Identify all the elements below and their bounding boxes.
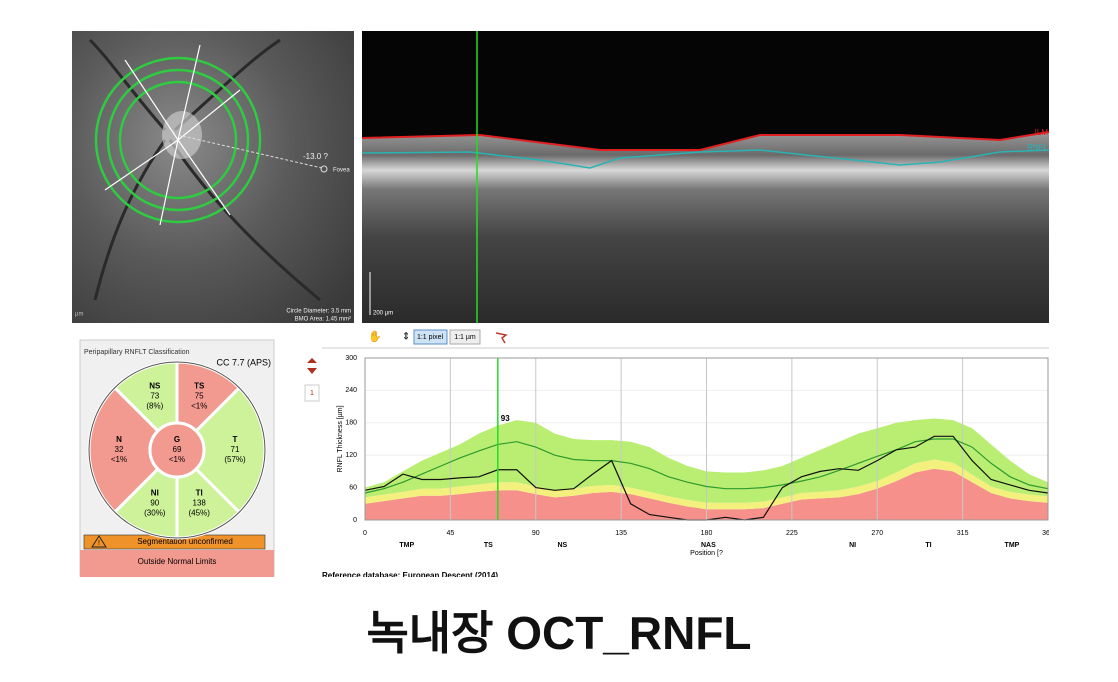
scroll-down[interactable] xyxy=(307,368,317,374)
y-tick-label: 120 xyxy=(345,452,357,459)
result: Outside Normal Limits xyxy=(138,557,217,566)
sector xyxy=(148,421,206,479)
pixel-button[interactable] xyxy=(413,329,448,345)
marker-label: 93 xyxy=(501,414,510,423)
pixel-button-label: 1:1 pixel xyxy=(417,334,444,341)
sector-label: TS xyxy=(484,542,493,549)
x-tick-label: 315 xyxy=(957,530,969,537)
sector-value: 73 xyxy=(150,392,159,401)
y-tick-label: 0 xyxy=(353,517,357,524)
x-tick-label: 270 xyxy=(871,530,883,537)
sector-value: 32 xyxy=(115,445,124,454)
bmo-area: BMO Area: 1.45 mm² xyxy=(295,317,351,323)
panel-title: Peripapillary RNFLT Classification xyxy=(84,349,190,356)
sector-name: NS xyxy=(149,382,161,391)
sector-label: NI xyxy=(849,542,856,549)
sector-value: 90 xyxy=(150,499,159,508)
circle-diameter: Circle Diameter: 3.5 mm xyxy=(286,309,351,315)
scale-label: 200 µm xyxy=(373,311,393,317)
page-index: 1 xyxy=(310,390,314,397)
sector-value: 75 xyxy=(195,392,204,401)
sector-name: G xyxy=(174,435,180,444)
sector-percent: <1% xyxy=(111,455,127,464)
y-tick-label: 60 xyxy=(349,484,357,491)
caption: 녹내장 OCT_RNFL xyxy=(366,607,751,659)
classification-panel: Peripapillary RNFLT Classification CC 7.… xyxy=(79,339,275,577)
x-tick-label: 45 xyxy=(446,530,454,537)
hand-icon[interactable]: ✋ xyxy=(368,330,382,343)
svg-text:!: ! xyxy=(98,540,100,547)
version: CC 7.7 (APS) xyxy=(216,357,271,367)
sector-name: N xyxy=(116,435,122,444)
fovea-label: Fovea xyxy=(333,168,350,174)
y-axis-label: RNFL Thickness [µm] xyxy=(337,405,344,472)
bscan-image: ILM RNFL 200 µm xyxy=(361,31,1050,323)
sector-label: NAS xyxy=(701,542,716,549)
footer: Reference database: European Descent (20… xyxy=(322,571,498,580)
thickness-chart: Reference database: European Descent (20… xyxy=(322,349,1118,589)
sector-percent: (8%) xyxy=(146,402,163,411)
sector-percent: <1% xyxy=(169,455,185,464)
plot-frame xyxy=(364,357,1049,521)
toolbar: ✋ ⇕ 1:1 pixel 1:1 µm xyxy=(322,329,1049,349)
unit-label: µm xyxy=(75,312,83,318)
sector-name: TI xyxy=(196,489,203,498)
wheel-outline xyxy=(88,361,266,539)
sector-percent: (57%) xyxy=(224,455,246,464)
fundus-image: -13.0 ? Fovea Circle Diameter: 3.5 mm BM… xyxy=(72,31,354,323)
edge-cover xyxy=(1049,349,1118,589)
y-tick-label: 180 xyxy=(345,420,357,427)
sector-name: TS xyxy=(194,382,205,391)
x-axis-label: Position [? xyxy=(690,550,723,557)
x-tick-label: 90 xyxy=(532,530,540,537)
sector-name: T xyxy=(233,435,238,444)
thickness-line xyxy=(364,438,1049,494)
ilm-label: ILM xyxy=(1035,128,1049,137)
x-tick-label: 0 xyxy=(363,530,367,537)
sector-label: TMP xyxy=(1005,542,1020,549)
sector-percent: (45%) xyxy=(189,509,211,518)
x-tick-label: 225 xyxy=(786,530,798,537)
sector-percent: (30%) xyxy=(144,509,166,518)
x-tick-label: 180 xyxy=(701,530,713,537)
sector-label: TMP xyxy=(399,542,414,549)
sector-value: 71 xyxy=(231,445,240,454)
y-tick-label: 300 xyxy=(345,355,357,362)
cursor-icon[interactable] xyxy=(495,332,508,344)
sector-value: 138 xyxy=(193,499,207,508)
sector-label: TI xyxy=(925,542,931,549)
y-tick-label: 240 xyxy=(345,387,357,394)
micron-button[interactable] xyxy=(449,329,481,345)
x-tick-label: 135 xyxy=(615,530,627,537)
sector-name: NI xyxy=(151,489,159,498)
sector-percent: <1% xyxy=(191,402,207,411)
sector-label: NS xyxy=(557,542,567,549)
x-tick-label: 360 xyxy=(1042,530,1054,537)
angle-label: -13.0 ? xyxy=(303,152,328,161)
rnfl-label: RNFL xyxy=(1027,143,1048,152)
fit-icon[interactable]: ⇕ xyxy=(402,332,410,343)
warning: Segmentation unconfirmed xyxy=(137,537,233,546)
micron-button-label: 1:1 µm xyxy=(454,334,476,341)
sector-value: 69 xyxy=(173,445,182,454)
normal-band xyxy=(365,459,1048,510)
scroll-up[interactable] xyxy=(307,358,317,363)
